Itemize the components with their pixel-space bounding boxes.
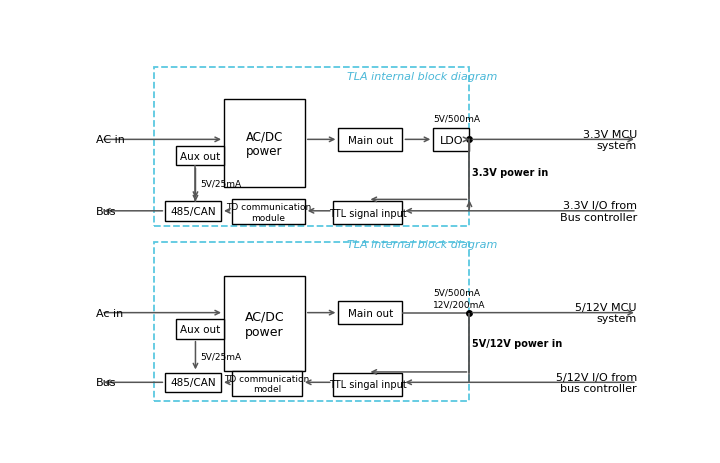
FancyBboxPatch shape — [176, 319, 224, 339]
Text: Bus: Bus — [96, 377, 116, 388]
Text: 5V/25mA: 5V/25mA — [200, 351, 241, 360]
FancyBboxPatch shape — [224, 276, 305, 371]
Text: 3.3V I/O from
Bus controller: 3.3V I/O from Bus controller — [559, 201, 637, 223]
Text: 5V/500mA
12V/200mA: 5V/500mA 12V/200mA — [433, 288, 486, 308]
Text: 485/CAN: 485/CAN — [171, 206, 216, 217]
Text: LDO: LDO — [439, 135, 463, 145]
Text: 5/12V I/O from
bus controller: 5/12V I/O from bus controller — [556, 372, 637, 394]
Text: 3.3V MCU
system: 3.3V MCU system — [582, 129, 637, 151]
Text: 5/12V MCU
system: 5/12V MCU system — [575, 302, 637, 324]
FancyBboxPatch shape — [233, 371, 302, 396]
Text: Main out: Main out — [348, 308, 393, 318]
Text: TTL singal input: TTL singal input — [329, 380, 407, 389]
FancyBboxPatch shape — [333, 373, 402, 396]
Text: TD communication
module: TD communication module — [226, 203, 311, 222]
Text: Main out: Main out — [348, 135, 393, 145]
Text: TLA internal block diagram: TLA internal block diagram — [347, 239, 498, 249]
Text: Bus: Bus — [96, 206, 116, 216]
Text: 485/CAN: 485/CAN — [171, 378, 216, 388]
FancyBboxPatch shape — [233, 200, 305, 225]
Text: 5V/12V power in: 5V/12V power in — [472, 338, 562, 349]
Text: 5V/25mA: 5V/25mA — [200, 180, 241, 188]
Text: Aux out: Aux out — [180, 324, 220, 334]
FancyBboxPatch shape — [176, 146, 224, 166]
Text: TD communication
model: TD communication model — [225, 374, 310, 393]
FancyBboxPatch shape — [166, 373, 221, 393]
Text: TTL signal input: TTL signal input — [329, 208, 407, 219]
Text: AC/DC
power: AC/DC power — [245, 310, 284, 338]
FancyBboxPatch shape — [333, 202, 402, 225]
Text: AC/DC
power: AC/DC power — [246, 130, 283, 158]
Text: Aux out: Aux out — [180, 151, 220, 161]
FancyBboxPatch shape — [338, 301, 402, 325]
FancyBboxPatch shape — [224, 100, 305, 188]
FancyBboxPatch shape — [166, 202, 221, 221]
Text: 3.3V power in: 3.3V power in — [472, 168, 549, 177]
Text: 5V/500mA: 5V/500mA — [433, 114, 480, 123]
Text: Ac in: Ac in — [96, 308, 123, 318]
Text: AC in: AC in — [96, 135, 125, 145]
Text: TLA internal block diagram: TLA internal block diagram — [347, 72, 498, 81]
FancyBboxPatch shape — [433, 129, 469, 152]
FancyBboxPatch shape — [338, 129, 402, 152]
